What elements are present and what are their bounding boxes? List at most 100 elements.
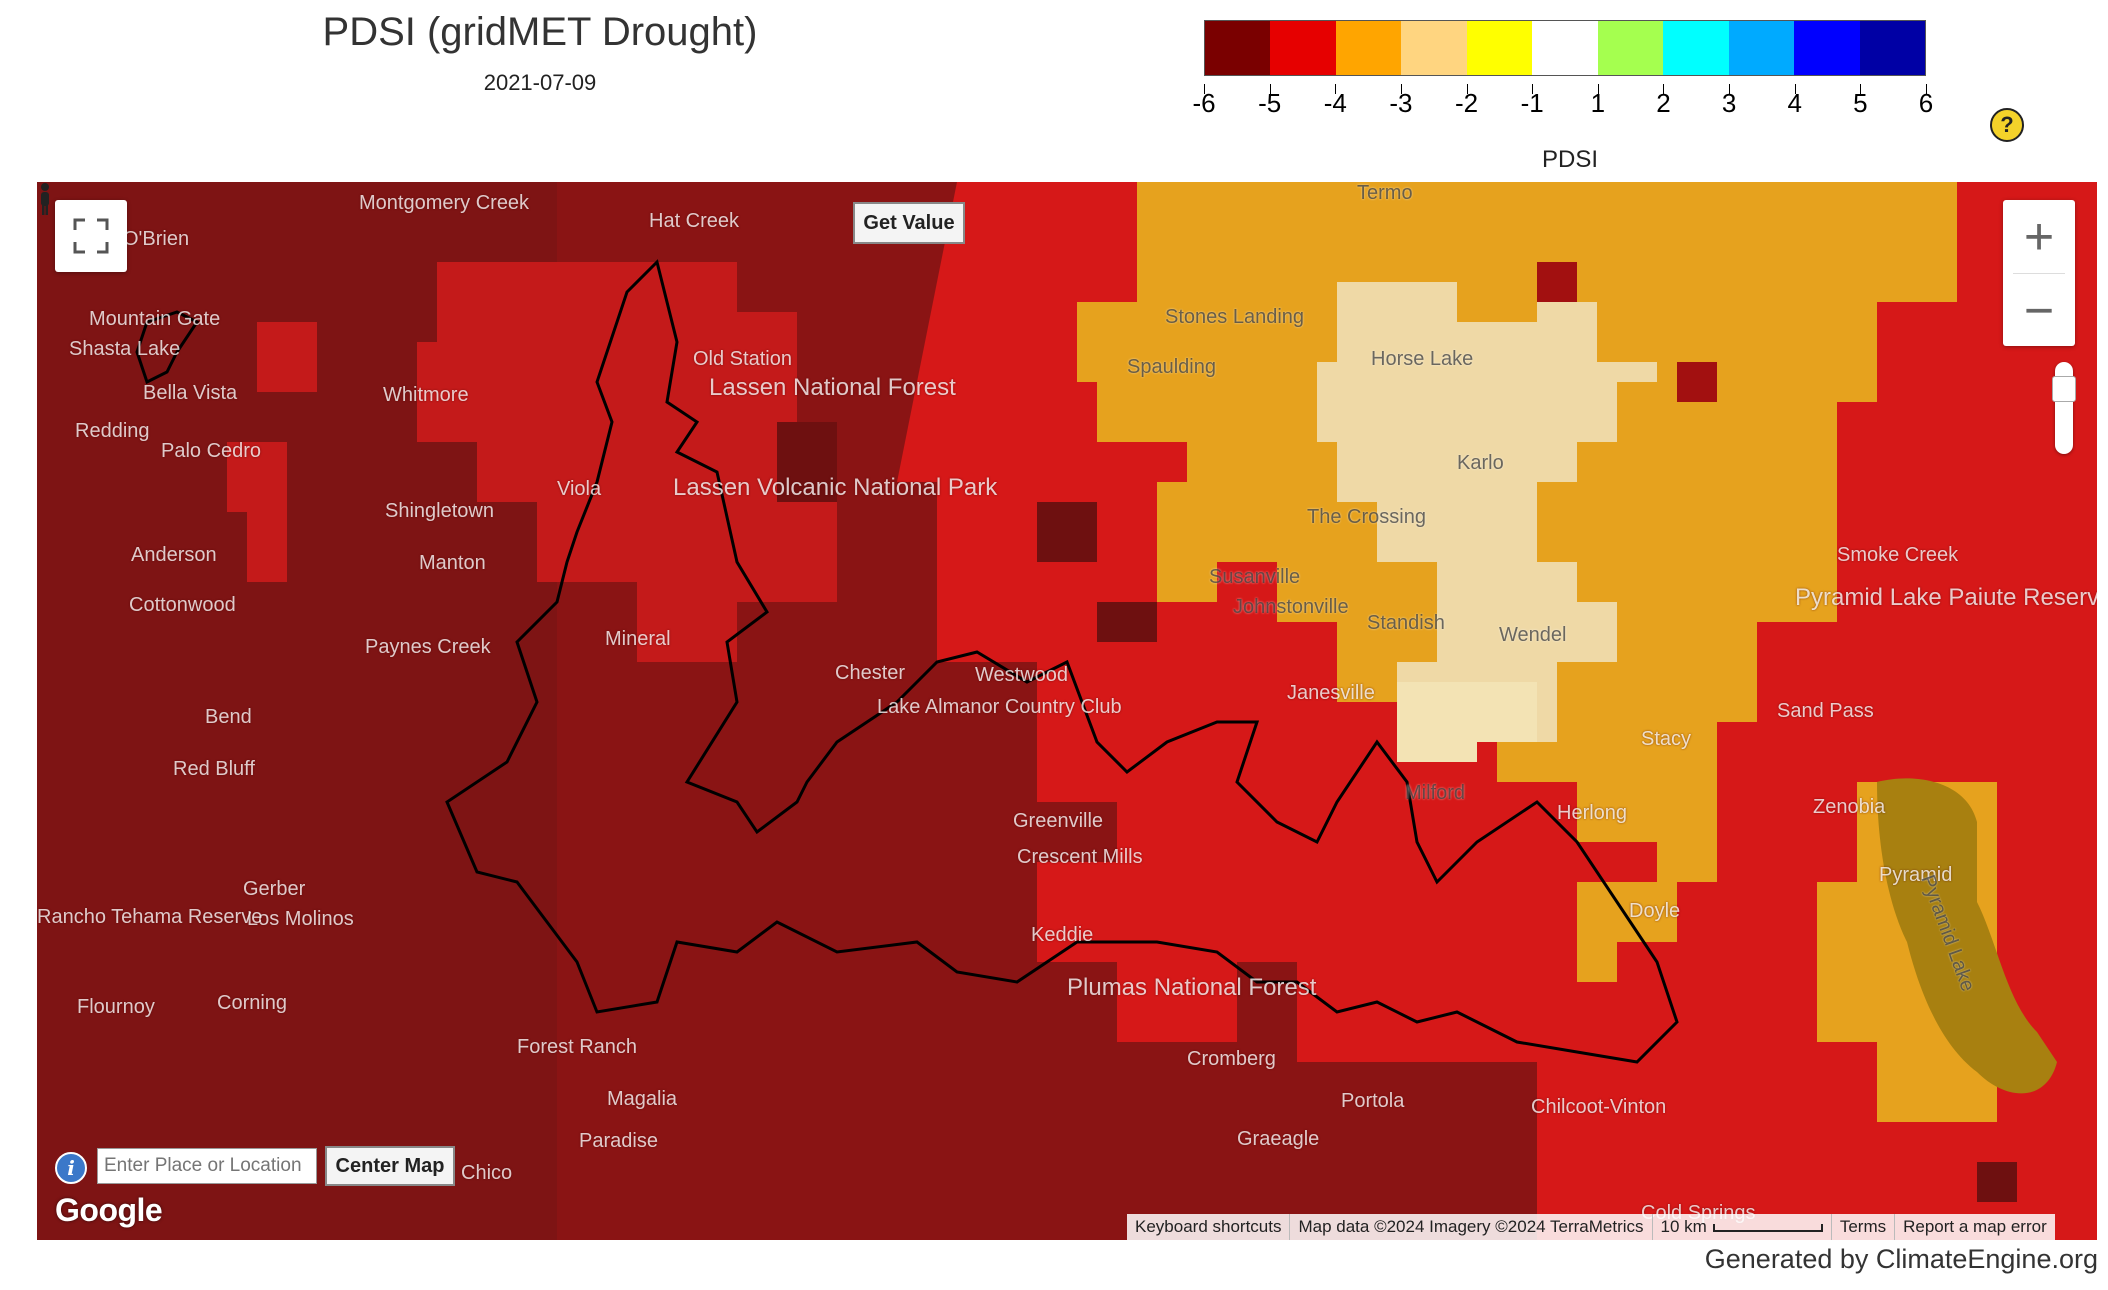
place-label: Smoke Creek bbox=[1837, 544, 1959, 566]
legend-tick-label: 5 bbox=[1853, 88, 1868, 118]
place-label: Karlo bbox=[1457, 452, 1504, 474]
keyboard-shortcuts-link[interactable]: Keyboard shortcuts bbox=[1135, 1217, 1282, 1236]
place-label: Bella Vista bbox=[143, 382, 238, 404]
info-icon[interactable]: i bbox=[55, 1152, 87, 1184]
legend-tick-label: -3 bbox=[1389, 88, 1413, 118]
scale-indicator[interactable]: 10 km bbox=[1651, 1214, 1831, 1240]
legend-tick bbox=[1794, 84, 1796, 94]
legend-tick bbox=[1926, 84, 1927, 94]
legend-swatch bbox=[1466, 21, 1533, 75]
legend-tick bbox=[1466, 84, 1468, 94]
place-label: Mineral bbox=[605, 628, 671, 650]
legend-tick bbox=[1597, 84, 1599, 94]
legend-swatch bbox=[1532, 21, 1598, 75]
legend-tick bbox=[1729, 84, 1731, 94]
place-label: Palo Cedro bbox=[161, 440, 262, 462]
map-title: PDSI (gridMET Drought) bbox=[322, 10, 758, 54]
legend-tick bbox=[1860, 84, 1862, 94]
place-label: Keddie bbox=[1031, 924, 1094, 946]
legend-tick-label: -4 bbox=[1323, 88, 1347, 118]
place-label: Chico bbox=[461, 1162, 513, 1184]
legend-tick bbox=[1269, 84, 1271, 94]
fullscreen-button[interactable] bbox=[55, 200, 127, 272]
location-search-input[interactable] bbox=[97, 1148, 317, 1184]
place-label: Cromberg bbox=[1187, 1048, 1276, 1070]
place-label: Stacy bbox=[1641, 728, 1692, 750]
legend-swatch bbox=[1663, 21, 1729, 75]
legend-tick-label: -2 bbox=[1454, 88, 1479, 118]
get-value-button[interactable]: Get Value bbox=[853, 202, 965, 244]
pegman-icon[interactable] bbox=[37, 182, 53, 216]
place-label: Janesville bbox=[1287, 682, 1375, 704]
fire-perimeter-outline bbox=[445, 259, 1679, 1064]
place-label: Los Molinos bbox=[247, 908, 354, 930]
place-label: Susanville bbox=[1209, 566, 1301, 588]
legend-tick bbox=[1335, 84, 1337, 94]
place-label: Pyramid bbox=[1879, 864, 1953, 886]
place-label: Paradise bbox=[579, 1130, 658, 1152]
place-label: Mountain Gate bbox=[89, 308, 221, 330]
legend-swatch bbox=[1401, 21, 1467, 75]
legend-tick-label: 4 bbox=[1787, 88, 1802, 118]
place-label: Lassen National Forest bbox=[709, 374, 956, 401]
place-label: Herlong bbox=[1557, 802, 1628, 824]
legend-tick-label: -5 bbox=[1258, 88, 1282, 118]
map-attribution: Keyboard shortcuts Map data ©2024 Imager… bbox=[1127, 1214, 2055, 1240]
center-map-button[interactable]: Center Map bbox=[325, 1146, 455, 1186]
place-label: O'Brien bbox=[123, 228, 190, 250]
place-label: Termo bbox=[1357, 182, 1413, 204]
place-label: Forest Ranch bbox=[517, 1036, 638, 1058]
map-date: 2021-07-09 bbox=[483, 70, 597, 95]
legend-swatch bbox=[1859, 21, 1925, 75]
place-label: Sand Pass bbox=[1777, 700, 1874, 722]
place-label: Viola bbox=[557, 478, 602, 500]
place-label: Gerber bbox=[243, 878, 306, 900]
place-label: Johnstonville bbox=[1233, 596, 1349, 618]
place-label: Westwood bbox=[975, 664, 1069, 686]
place-label: Zenobia bbox=[1813, 796, 1886, 818]
place-label: Portola bbox=[1341, 1090, 1405, 1112]
place-label: Lassen Volcanic National Park bbox=[673, 474, 998, 501]
place-label: Wendel bbox=[1499, 624, 1567, 646]
map-canvas[interactable]: Montgomery Creek Hat Creek Termo O'Brien Mou… bbox=[37, 182, 2097, 1240]
terms-link[interactable]: Terms bbox=[1830, 1214, 1894, 1240]
place-label: Milford bbox=[1405, 782, 1466, 804]
place-label: Old Station bbox=[693, 348, 792, 370]
place-label: Bend bbox=[205, 706, 252, 728]
place-label: Standish bbox=[1367, 612, 1445, 634]
legend-tick-label: 2 bbox=[1656, 88, 1671, 118]
place-label: Spaulding bbox=[1127, 356, 1216, 378]
place-label: Anderson bbox=[131, 544, 217, 566]
place-label: Stones Landing bbox=[1165, 306, 1305, 328]
place-label: Crescent Mills bbox=[1017, 846, 1143, 868]
legend-tick bbox=[1663, 84, 1665, 94]
legend-swatch bbox=[1270, 21, 1336, 75]
fullscreen-icon bbox=[73, 218, 109, 254]
place-label: Magalia bbox=[607, 1088, 678, 1110]
legend-title: PDSI bbox=[1541, 146, 1598, 173]
place-label: Greenville bbox=[1013, 810, 1104, 832]
legend-tick-label: 3 bbox=[1721, 88, 1737, 118]
help-icon[interactable]: ? bbox=[1990, 108, 2024, 142]
place-label: Rancho Tehama Reserve bbox=[37, 906, 263, 928]
report-map-error-link[interactable]: Report a map error bbox=[1894, 1214, 2055, 1240]
legend-tick-label: -1 bbox=[1520, 88, 1544, 118]
place-label: Corning bbox=[217, 992, 288, 1014]
pdsi-raster bbox=[37, 182, 2097, 1240]
opacity-slider[interactable] bbox=[2052, 362, 2076, 454]
place-label: Redding bbox=[75, 420, 150, 442]
place-label: Pyramid Lake Paiute Reservation bbox=[1795, 584, 2097, 611]
footer-credit: Generated by ClimateEngine.org bbox=[1704, 1244, 2098, 1274]
opacity-slider-handle[interactable] bbox=[2052, 376, 2076, 402]
place-label: Red Bluff bbox=[173, 758, 255, 780]
legend-tick-label: 6 bbox=[1918, 88, 1934, 118]
place-label: Cottonwood bbox=[129, 594, 236, 616]
place-label: Whitmore bbox=[383, 384, 469, 406]
place-label: Hat Creek bbox=[649, 210, 740, 232]
legend-tick bbox=[1400, 84, 1402, 94]
legend-swatch bbox=[1728, 21, 1795, 75]
legend-swatch bbox=[1335, 21, 1402, 75]
place-label: Shasta Lake bbox=[69, 338, 181, 360]
zoom-out-button[interactable]: − bbox=[2023, 281, 2055, 340]
zoom-in-button[interactable]: + bbox=[2023, 207, 2055, 266]
